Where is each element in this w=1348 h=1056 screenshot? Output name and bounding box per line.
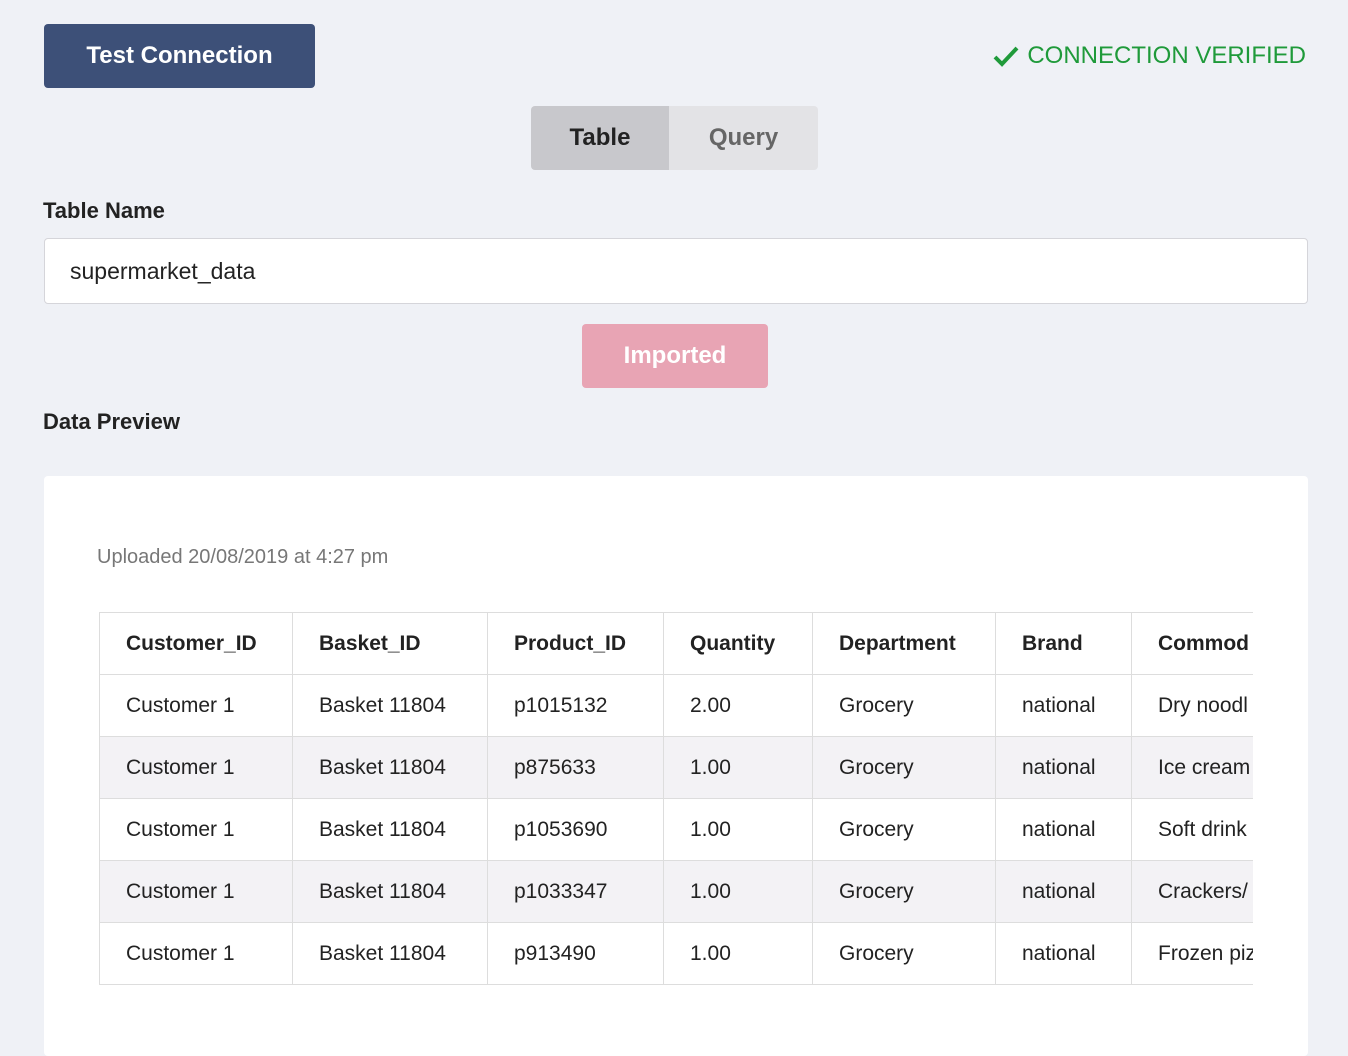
table-cell: Basket 11804 — [292, 860, 488, 923]
table-row: Customer 1 Basket 11804 p1053690 1.00 Grocer… — [99, 798, 1253, 861]
tab[interactable]: Table — [531, 106, 669, 170]
table-cell: p1033347 — [487, 860, 664, 923]
tab[interactable]: Query — [669, 106, 818, 170]
check-icon — [993, 46, 1019, 67]
table-cell: p875633 — [487, 736, 664, 799]
table-scroll: Customer_ID Basket_ID Product_ID Quantity De… — [99, 612, 1253, 985]
table-cell: Grocery — [812, 798, 996, 861]
table-cell: Customer 1 — [99, 798, 293, 861]
test-connection-button[interactable]: Test Connection — [44, 24, 315, 88]
table-cell: 1.00 — [663, 798, 813, 861]
page: Test Connection CONNECTION VERIFIED Tabl… — [43, 24, 1308, 1056]
table-cell: Customer 1 — [99, 674, 293, 737]
table-cell: national — [995, 798, 1132, 861]
table-cell: Dry noodl — [1131, 674, 1253, 737]
table-row: Customer 1 Basket 11804 p1015132 2.00 Grocer… — [99, 674, 1253, 737]
column-header: Product_ID — [487, 612, 664, 675]
data-preview-title: Data Preview — [43, 409, 180, 434]
table-cell: p1053690 — [487, 798, 664, 861]
column-header: Customer_ID — [99, 612, 293, 675]
mode-tabs: Table Query — [531, 106, 818, 170]
table-row: Customer 1 Basket 11804 p913490 1.00 Grocery… — [99, 922, 1253, 985]
header-row: Customer_ID Basket_ID Product_ID Quantity De… — [99, 612, 1253, 675]
table-cell: 1.00 — [663, 860, 813, 923]
column-header: Commod — [1131, 612, 1253, 675]
column-header: Department — [812, 612, 996, 675]
table-cell: national — [995, 922, 1132, 985]
status-text: CONNECTION VERIFIED — [1027, 42, 1306, 69]
table-cell: Basket 11804 — [292, 922, 488, 985]
column-header: Quantity — [663, 612, 813, 675]
table-cell: Grocery — [812, 736, 996, 799]
table-cell: 2.00 — [663, 674, 813, 737]
table-row: Customer 1 Basket 11804 p875633 1.00 Grocery… — [99, 736, 1253, 799]
table-cell: Basket 11804 — [292, 674, 488, 737]
table-name-label: Table Name — [43, 198, 165, 223]
connection-status: CONNECTION VERIFIED — [993, 42, 1306, 70]
table-cell: national — [995, 674, 1132, 737]
table-cell: 1.00 — [663, 736, 813, 799]
table-cell: p913490 — [487, 922, 664, 985]
uploaded-text: Uploaded 20/08/2019 at 4:27 pm — [97, 546, 389, 568]
table-cell: Crackers/ — [1131, 860, 1253, 923]
table-cell: national — [995, 736, 1132, 799]
table-cell: Grocery — [812, 860, 996, 923]
table-cell: Customer 1 — [99, 736, 293, 799]
table-cell: 1.00 — [663, 922, 813, 985]
table-cell: Soft drink — [1131, 798, 1253, 861]
table-cell: Grocery — [812, 922, 996, 985]
preview-table: Customer_ID Basket_ID Product_ID Quantity De… — [99, 612, 1253, 985]
preview-card: Uploaded 20/08/2019 at 4:27 pm Customer_… — [44, 476, 1308, 1056]
table-cell: Ice cream — [1131, 736, 1253, 799]
table-cell: Frozen piz — [1131, 922, 1253, 985]
table-row: Customer 1 Basket 11804 p1033347 1.00 Grocer… — [99, 860, 1253, 923]
table-cell: Customer 1 — [99, 860, 293, 923]
table-cell: national — [995, 860, 1132, 923]
imported-button[interactable]: Imported — [582, 324, 768, 388]
table-cell: p1015132 — [487, 674, 664, 737]
table-name-input[interactable]: supermarket_data — [44, 238, 1308, 304]
table-cell: Basket 11804 — [292, 736, 488, 799]
table-cell: Customer 1 — [99, 922, 293, 985]
column-header: Basket_ID — [292, 612, 488, 675]
table-cell: Grocery — [812, 674, 996, 737]
table-cell: Basket 11804 — [292, 798, 488, 861]
column-header: Brand — [995, 612, 1132, 675]
